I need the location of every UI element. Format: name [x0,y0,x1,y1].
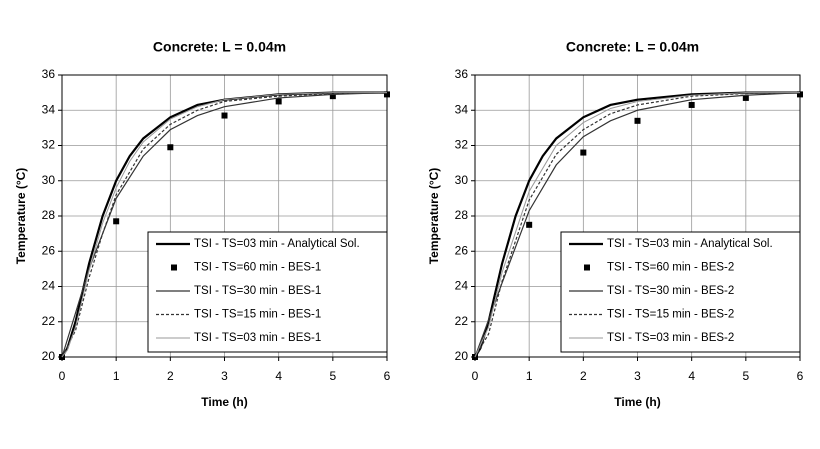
legend-marker [171,264,177,271]
x-axis-label: Time (h) [614,395,660,409]
data-point [797,91,803,98]
y-tick-label: 30 [42,173,56,187]
series-line [474,92,801,358]
y-axis-label: Temperature (°C) [14,168,28,265]
legend-label: TSI - TS=15 min - BES-1 [194,309,321,321]
y-tick-label: 32 [455,138,469,152]
legend-label: TSI - TS=03 min - BES-1 [194,332,321,344]
legend-label: TSI - TS=60 min - BES-1 [194,262,321,274]
x-tick-label: 0 [472,369,479,383]
data-point [742,94,749,101]
data-point [113,218,120,225]
y-tick-label: 36 [42,67,56,81]
y-tick-label: 28 [42,208,56,222]
legend-box [147,231,388,353]
data-point [221,112,228,119]
legend-marker [584,264,590,271]
y-tick-label: 28 [455,208,469,222]
y-tick-label: 32 [42,138,56,152]
y-tick-label: 24 [455,279,469,293]
data-point [526,221,533,228]
series-line [474,91,800,358]
data-point [634,117,641,124]
x-tick-label: 3 [634,369,641,383]
x-tick-label: 0 [59,369,66,383]
legend-label: TSI - TS=30 min - BES-1 [194,285,321,297]
data-point [167,144,174,151]
data-point [580,149,587,156]
y-tick-label: 24 [42,279,56,293]
x-tick-label: 5 [742,369,749,383]
chart-title: Concrete: L = 0.04m [566,39,699,55]
legend-box [560,231,801,353]
series-line [474,92,801,358]
x-tick-label: 4 [688,369,695,383]
legend-label: TSI - TS=03 min - BES-2 [607,332,734,344]
x-axis-label: Time (h) [201,395,247,409]
y-tick-label: 26 [42,243,56,257]
y-tick-label: 26 [455,243,469,257]
y-tick-label: 34 [455,102,469,116]
plot-frame [61,74,388,358]
y-tick-label: 30 [455,173,469,187]
y-tick-label: 20 [455,349,469,363]
x-tick-label: 2 [580,369,587,383]
x-tick-label: 6 [384,369,391,383]
y-axis-label: Temperature (°C) [427,168,441,265]
x-tick-label: 2 [167,369,174,383]
series-line [474,92,800,358]
legend-label: TSI - TS=03 min - Analytical Sol. [607,238,773,250]
x-tick-label: 4 [275,369,282,383]
y-tick-label: 20 [42,349,56,363]
y-tick-label: 22 [42,314,56,328]
data-point [329,93,336,100]
y-tick-label: 36 [455,67,469,81]
chart-title: Concrete: L = 0.04m [153,39,286,55]
x-tick-label: 3 [221,369,228,383]
y-tick-label: 34 [42,102,56,116]
x-tick-label: 5 [329,369,336,383]
data-point [384,91,390,98]
plot-frame [474,74,801,358]
y-tick-label: 22 [455,314,469,328]
data-point [688,101,695,108]
series-line [61,92,387,358]
series-line [61,92,388,358]
data-point [275,98,282,105]
x-tick-label: 1 [113,369,120,383]
x-tick-label: 6 [797,369,804,383]
legend-label: TSI - TS=15 min - BES-2 [607,309,734,321]
legend-label: TSI - TS=30 min - BES-2 [607,285,734,297]
legend-label: TSI - TS=60 min - BES-2 [607,262,734,274]
legend-label: TSI - TS=03 min - Analytical Sol. [194,238,360,250]
x-tick-label: 1 [526,369,533,383]
